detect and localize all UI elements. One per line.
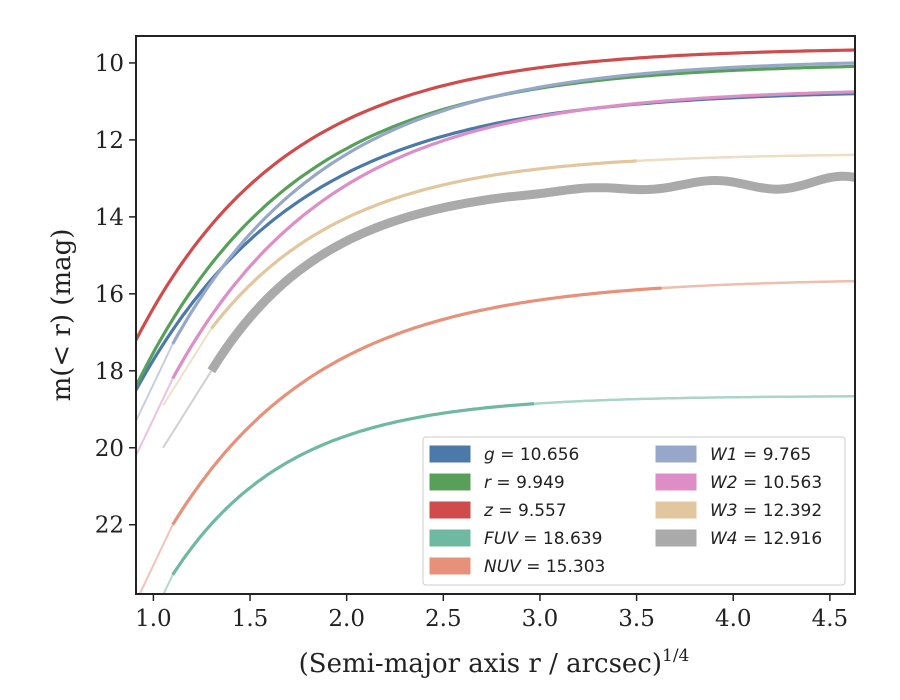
y-tick-label: 20 [95,436,124,462]
x-tick-label: 4.5 [812,606,849,632]
series-extrapolation-fuv [534,395,855,405]
y-axis: 10 12 14 16 18 20 22 [95,51,136,539]
x-tick-label: 2.0 [328,606,365,632]
legend-label-w1: W1 = 9.765 [710,445,811,465]
legend-swatch-w1 [655,445,697,463]
x-tick-label: 3.5 [618,606,655,632]
series-inner-extrapolation-w1 [136,343,174,422]
series-line-w4 [207,171,855,374]
legend-label-nuv: NUV = 15.303 [484,557,605,577]
x-tick-label: 4.0 [715,606,752,632]
y-tick-label: 22 [95,513,124,539]
y-tick-label: 18 [95,359,124,385]
series-inner-extrapolation-w2 [136,378,174,456]
legend-box [422,436,846,586]
series-inner-extrapolation-w4 [162,370,213,449]
legend-label-w4: W4 = 12.916 [710,529,822,549]
legend-label-r: r = 9.949 [484,473,565,493]
x-axis: 1.0 1.5 2.0 2.5 3.0 3.5 4.0 4.5 [135,594,848,632]
series-line-w1 [171,61,855,345]
legend: g = 10.656 r = 9.949 z = 9.557 FUV = 18.639… [422,436,846,586]
y-tick-label: 12 [95,128,124,154]
legend-label-g: g = 10.656 [484,445,579,465]
series-extrapolation-w3 [636,153,855,163]
series-inner-extrapolation-fuv [162,574,174,594]
series-inner-extrapolation-nuv [138,524,174,594]
legend-swatch-z [429,501,471,519]
y-axis-title: m(< r) (mag) [47,229,77,402]
legend-swatch-w4 [655,529,697,547]
legend-label-w3: W3 = 12.392 [710,501,822,521]
y-tick-label: 10 [95,51,124,77]
series-layer [136,48,855,594]
legend-swatch-nuv [429,557,471,575]
series-line-w2 [171,90,855,380]
series-line-fuv [171,402,535,576]
series-extrapolation-nuv [661,279,855,290]
legend-label-w2: W2 = 10.563 [710,473,822,493]
series-line-w3 [210,159,637,330]
legend-swatch-g [429,445,471,463]
legend-swatch-r [429,473,471,491]
series-line-z [136,48,855,341]
series-inner-extrapolation-w3 [162,327,213,406]
x-tick-label: 1.5 [232,606,269,632]
y-tick-label: 14 [95,205,124,231]
plot-frame [135,35,856,595]
legend-swatch-w2 [655,473,697,491]
x-tick-label: 1.0 [135,606,172,632]
x-tick-label: 2.5 [425,606,462,632]
x-axis-title: (Semi-major axis r / arcsec)1/4 [299,646,690,679]
x-tick-label: 3.0 [522,606,559,632]
y-tick-label: 16 [95,282,124,308]
legend-swatch-w3 [655,501,697,519]
series-line-nuv [171,286,662,526]
legend-label-fuv: FUV = 18.639 [484,529,602,549]
legend-label-z: z = 9.557 [483,501,567,521]
legend-swatch-fuv [429,529,471,547]
